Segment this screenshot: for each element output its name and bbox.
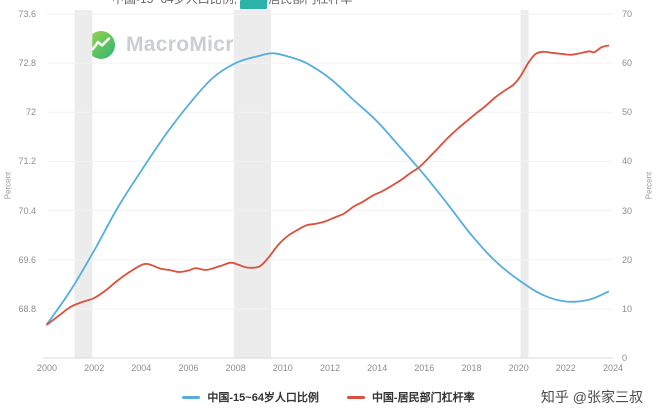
legend-swatch-blue	[182, 395, 201, 399]
axis-tick-label: 2020	[508, 363, 529, 373]
axis-tick-label: 2008	[225, 363, 246, 373]
axis-tick-label: 50	[622, 107, 633, 118]
axis-tick-label: 2024	[602, 363, 624, 373]
axis-tick-label: 2012	[319, 363, 341, 373]
axis-tick-label: 2004	[131, 363, 152, 373]
axis-tick-label: 71.2	[18, 156, 36, 167]
legend-label: 中国-居民部门杠杆率	[371, 392, 475, 404]
axis-tick-label: 73.6	[18, 9, 36, 19]
series-line-0[interactable]	[46, 52, 610, 326]
clipped-chart-title: 中国-15~64岁人口比例, 中国-居民部门杠杆率	[112, 0, 352, 7]
series-line-1[interactable]	[46, 44, 610, 326]
recession-band	[520, 10, 529, 358]
legend-item-household-leverage[interactable]: 中国-居民部门杠杆率	[346, 389, 475, 405]
axis-tick-label: 72.8	[18, 58, 36, 69]
axis-tick-label: 72	[25, 107, 36, 118]
axis-tick-label: 2022	[555, 363, 576, 373]
recession-band	[233, 10, 272, 358]
left-axis-title: Percent	[3, 171, 13, 200]
axis-tick-label: 30	[622, 205, 633, 216]
axis-tick-label: 69.6	[18, 254, 36, 265]
axis-tick-label: 70.4	[18, 205, 36, 216]
axis-tick-label: 2006	[178, 363, 199, 373]
axis-tick-label: 68.8	[18, 303, 36, 314]
axis-tick-label: 2010	[272, 363, 293, 373]
axis-tick-label: 40	[622, 156, 633, 167]
zhihu-credit: 知乎 @张家三叔	[540, 389, 643, 405]
macromicro-logo-icon	[86, 30, 116, 60]
brand-text: MacroMicro	[126, 33, 247, 56]
legend: 中国-15~64岁人口比例 中国-居民部门杠杆率	[0, 389, 657, 405]
axis-tick-label: 2016	[414, 363, 435, 373]
axis-tick-label: 2000	[36, 363, 58, 373]
axis-tick-label: 2002	[84, 363, 105, 373]
legend-swatch-red	[346, 395, 365, 399]
axis-tick-label: 0	[622, 353, 628, 363]
recession-band	[74, 10, 93, 358]
axis-tick-label: 60	[622, 58, 633, 69]
axis-tick-label: 20	[622, 254, 633, 265]
axis-tick-label: 2018	[461, 363, 482, 373]
legend-item-population-ratio[interactable]: 中国-15~64岁人口比例	[182, 389, 319, 405]
axis-tick-label: 10	[622, 303, 633, 314]
axis-tick-label: 70	[622, 9, 633, 19]
macromicro-watermark: MacroMicro	[86, 30, 247, 60]
legend-label: 中国-15~64岁人口比例	[207, 392, 319, 404]
right-axis-title: Percent	[644, 171, 654, 200]
axis-tick-label: 2014	[367, 363, 388, 373]
clipped-title-badge	[240, 0, 267, 9]
